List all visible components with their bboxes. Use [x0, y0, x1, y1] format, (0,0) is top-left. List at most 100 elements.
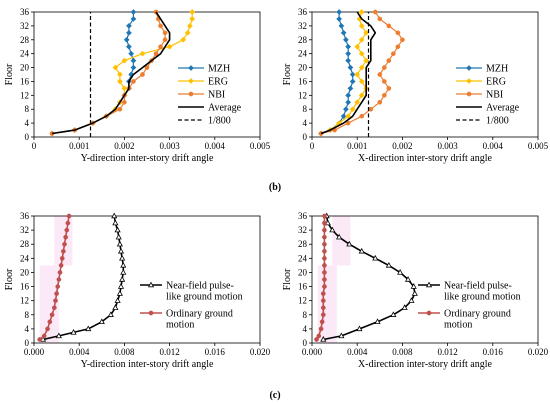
y-tick-label: 28	[298, 239, 308, 249]
legend-label-average: Average	[486, 103, 520, 114]
data-point-mzh	[130, 9, 137, 15]
data-point-near-field-pulse-like-ground-motion	[408, 297, 415, 303]
data-point-erg	[116, 78, 123, 85]
data-point-mzh	[130, 15, 137, 22]
highlight-band	[39, 265, 59, 343]
data-point-mzh	[130, 64, 137, 71]
data-point-nbi	[395, 30, 401, 36]
legend-marker-erg	[466, 78, 472, 84]
x-tick-label: 0.004	[347, 347, 368, 357]
legend-label-mzh: MZH	[486, 64, 508, 75]
plot-area	[311, 215, 539, 344]
legend-label-near-field-pulse-like-ground-motion: Near-field pulse-like ground motion	[444, 281, 521, 303]
data-point-nbi	[117, 106, 123, 112]
data-point-ordinary-ground-motion	[66, 213, 72, 219]
x-tick-label: 0.005	[528, 141, 549, 151]
data-point-near-field-pulse-like-ground-motion	[356, 325, 363, 332]
data-point-erg	[358, 9, 365, 15]
data-point-erg	[358, 22, 365, 29]
y-tick-label: 20	[298, 267, 308, 277]
legend-label-ordinary-ground-motion: Ordinary ground motion	[166, 309, 233, 331]
y-tick-label: 24	[20, 49, 30, 59]
data-point-ordinary-ground-motion	[53, 298, 58, 304]
data-point-erg	[189, 9, 196, 15]
data-point-erg	[112, 64, 119, 71]
data-point-erg	[358, 64, 365, 71]
data-point-ordinary-ground-motion	[316, 333, 322, 339]
data-point-ordinary-ground-motion	[322, 277, 327, 282]
y-tick-label: 12	[20, 296, 29, 306]
legend-marker-ordinary-ground-motion	[148, 310, 154, 316]
y-tick-label: 16	[298, 76, 308, 86]
data-point-near-field-pulse-like-ground-motion	[117, 247, 125, 254]
y-tick-label: 16	[298, 282, 308, 292]
panel-label-c: (c)	[269, 390, 280, 401]
y-tick-label: 24	[298, 49, 308, 59]
data-point-near-field-pulse-like-ground-motion	[85, 325, 92, 332]
data-point-near-field-pulse-like-ground-motion	[320, 336, 327, 342]
data-point-near-field-pulse-like-ground-motion	[112, 219, 119, 226]
plot-area	[33, 215, 261, 344]
data-point-erg	[166, 43, 173, 50]
data-point-near-field-pulse-like-ground-motion	[346, 240, 353, 247]
data-point-ordinary-ground-motion	[322, 220, 327, 226]
data-point-mzh	[342, 106, 349, 113]
y-tick-label: 36	[20, 211, 30, 221]
data-point-erg	[358, 50, 365, 57]
y-tick-label: 0	[25, 338, 30, 348]
data-point-near-field-pulse-like-ground-motion	[397, 269, 404, 275]
y-tick-label: 32	[20, 225, 29, 235]
y-axis-label: Floor	[282, 63, 293, 85]
data-point-erg	[358, 92, 365, 99]
series-line-average	[51, 11, 171, 135]
data-point-near-field-pulse-like-ground-motion	[329, 226, 336, 233]
y-axis-label: Floor	[282, 268, 293, 290]
y-tick-label: 32	[20, 21, 29, 31]
y-tick-label: 24	[298, 253, 308, 263]
data-point-ordinary-ground-motion	[322, 213, 327, 219]
x-tick-label: 0.004	[483, 141, 504, 151]
data-point-nbi	[386, 86, 392, 91]
data-point-ordinary-ground-motion	[322, 241, 327, 247]
data-point-erg	[184, 29, 191, 36]
data-point-erg	[121, 57, 128, 64]
data-point-near-field-pulse-like-ground-motion	[338, 332, 345, 339]
data-point-nbi	[359, 113, 365, 119]
y-tick-label: 28	[20, 239, 30, 249]
data-point-mzh	[340, 29, 347, 36]
x-tick-label: 0.004	[205, 141, 226, 151]
x-axis-label: X-direction inter-story drift angle	[358, 359, 492, 370]
legend-label-1-800: 1/800	[208, 116, 231, 127]
data-point-near-field-pulse-like-ground-motion	[119, 276, 126, 282]
y-tick-label: 4	[25, 118, 30, 128]
x-tick-label: 0.008	[114, 347, 135, 357]
data-point-erg	[349, 106, 356, 113]
data-point-near-field-pulse-like-ground-motion	[372, 254, 379, 261]
y-tick-label: 32	[298, 21, 307, 31]
x-tick-label: 0.001	[69, 141, 89, 151]
chart-x-direction-b: 0 0.001 0.002 0.003 0.004 0.005 0 4 8 12 16 20 24 28 3…	[282, 7, 549, 164]
data-point-near-field-pulse-like-ground-motion	[410, 283, 417, 289]
data-point-ordinary-ground-motion	[61, 248, 66, 254]
x-tick-label: 0.002	[392, 141, 412, 151]
y-tick-label: 32	[298, 225, 307, 235]
y-tick-label: 12	[20, 90, 29, 100]
highlight-band	[332, 216, 351, 266]
data-point-erg	[358, 36, 365, 43]
y-tick-label: 4	[303, 118, 308, 128]
data-point-near-field-pulse-like-ground-motion	[404, 276, 412, 282]
data-point-mzh	[123, 36, 130, 43]
legend-marker-nbi	[188, 91, 194, 97]
data-point-mzh	[349, 71, 356, 78]
legend-marker-mzh	[466, 65, 472, 71]
data-point-ordinary-ground-motion	[45, 326, 50, 332]
data-point-near-field-pulse-like-ground-motion	[116, 240, 123, 247]
y-tick-label: 36	[298, 211, 308, 221]
x-tick-label: 0.020	[528, 347, 549, 357]
data-point-ordinary-ground-motion	[57, 270, 63, 275]
y-tick-label: 20	[20, 63, 30, 73]
data-point-mzh	[345, 50, 352, 57]
data-point-ordinary-ground-motion	[322, 255, 327, 261]
data-point-ordinary-ground-motion	[55, 284, 61, 289]
x-tick-label: 0.002	[114, 141, 134, 151]
